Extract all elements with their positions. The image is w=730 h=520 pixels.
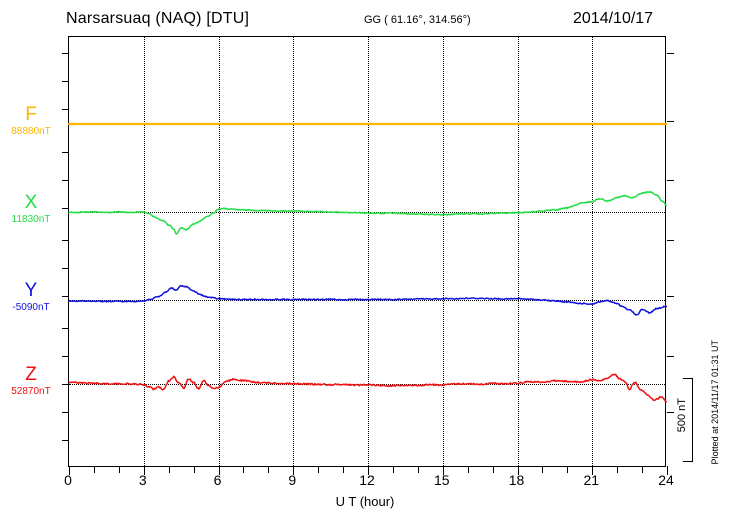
y-axis-tick <box>62 384 69 385</box>
y-axis-tick <box>62 180 69 181</box>
x-axis-tick <box>492 466 494 473</box>
y-axis-tick <box>62 240 69 241</box>
y-axis-tick <box>62 440 69 441</box>
gridline-12h <box>368 37 369 466</box>
y-axis-tick-right <box>667 240 674 241</box>
y-axis-tick <box>62 53 69 54</box>
y-axis-tick <box>62 296 69 297</box>
x-axis-tick <box>243 466 245 473</box>
x-axis-tick <box>642 466 643 473</box>
x-axis-tick <box>567 466 569 473</box>
y-axis-tick <box>62 268 69 269</box>
trace-label-z: Z 52870nT <box>0 365 62 398</box>
magnetogram-plot-area <box>62 36 674 475</box>
gridline-21h <box>592 37 594 466</box>
x-axis-tick <box>617 466 619 473</box>
trace-symbol-x: X <box>24 192 38 213</box>
x-axis-tick <box>417 466 419 473</box>
x-axis-tick <box>118 466 120 473</box>
x-axis-tick <box>343 466 344 473</box>
x-axis-title: U T (hour) <box>335 494 395 509</box>
y-axis-tick <box>62 109 69 110</box>
trace-value-x: 11830nT <box>11 214 51 225</box>
y-axis-tick-right <box>667 356 674 357</box>
trace-label-f: F 88880nT <box>0 105 62 138</box>
x-axis-tick <box>368 466 369 475</box>
x-axis-tick <box>667 466 668 475</box>
y-axis-tick-right <box>667 180 674 181</box>
x-axis-tick <box>542 466 544 473</box>
x-axis-tick <box>517 466 519 475</box>
observation-date: 2014/10/17 <box>573 10 654 27</box>
x-axis-tick <box>318 466 320 473</box>
x-axis-tick <box>467 466 469 473</box>
gridline-15h <box>442 37 444 466</box>
x-axis-tick <box>193 466 195 473</box>
y-axis-tick <box>62 328 69 329</box>
x-axis-tick <box>218 466 220 475</box>
x-tick-label-0: 0 <box>64 472 72 488</box>
y-axis-tick <box>62 208 69 209</box>
x-axis-tick <box>69 466 70 475</box>
scale-bar <box>683 378 693 462</box>
plotted-at-timestamp: Plotted at 2014/11/17 01:31 UT <box>710 340 720 465</box>
x-axis-tick <box>268 466 270 473</box>
x-axis-tick <box>293 466 295 475</box>
trace-value-z: 52870nT <box>11 386 51 397</box>
x-tick-label-12: 12 <box>359 472 375 488</box>
x-axis-tick <box>168 466 170 473</box>
x-tick-label-24: 24 <box>658 472 674 488</box>
y-axis-tick-right <box>667 296 674 297</box>
trace-symbol-f: F <box>25 104 37 125</box>
trace-lines <box>67 122 668 403</box>
x-axis-tick <box>592 466 594 475</box>
trace-value-f: 88880nT <box>11 126 51 137</box>
y-axis-tick <box>62 152 69 153</box>
x-tick-label-3: 3 <box>138 472 147 488</box>
x-axis-tick <box>392 466 394 473</box>
y-axis-tick-right <box>667 53 674 54</box>
x-tick-label-6: 6 <box>213 472 222 488</box>
gridline-9h <box>293 37 295 466</box>
gridline-6h <box>218 37 220 466</box>
trace-symbol-z: Z <box>25 364 37 385</box>
x-axis-tick <box>442 466 444 475</box>
x-tick-label-9: 9 <box>288 472 297 488</box>
y-axis-tick <box>62 356 69 357</box>
y-axis-tick-right <box>667 121 674 122</box>
x-axis-tick <box>93 466 95 473</box>
trace-label-x: X 11830nT <box>0 193 62 226</box>
scale-bar-label: 500 nT <box>676 398 688 433</box>
trace-symbol-y: Y <box>24 280 38 301</box>
y-axis-tick-right <box>667 412 674 413</box>
gridline-18h <box>517 37 519 466</box>
geographic-coordinates: GG ( 61.16°, 314.56°) <box>364 14 471 26</box>
gridline-3h <box>143 37 145 466</box>
page-title: Narsarsuaq (NAQ) [DTU] <box>66 10 250 27</box>
x-tick-label-21: 21 <box>583 472 600 488</box>
trace-label-y: Y -5090nT <box>0 281 62 314</box>
trace-value-y: -5090nT <box>12 302 50 313</box>
trace-x <box>68 190 668 235</box>
x-tick-label-15: 15 <box>433 472 450 488</box>
trace-y <box>68 284 668 316</box>
trace-z <box>68 373 668 403</box>
y-axis-tick <box>62 412 69 413</box>
x-tick-label-18: 18 <box>508 472 525 488</box>
x-axis-tick <box>143 466 145 475</box>
y-axis-tick <box>62 81 69 82</box>
